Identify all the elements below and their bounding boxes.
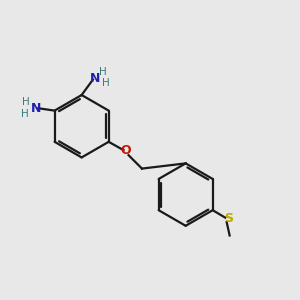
Text: H: H [100,67,107,77]
Text: N: N [90,72,101,85]
Text: H: H [22,97,30,107]
Text: H: H [21,109,29,118]
Text: S: S [224,212,232,225]
Text: N: N [31,102,41,115]
Text: H: H [102,77,110,88]
Text: O: O [121,144,131,157]
